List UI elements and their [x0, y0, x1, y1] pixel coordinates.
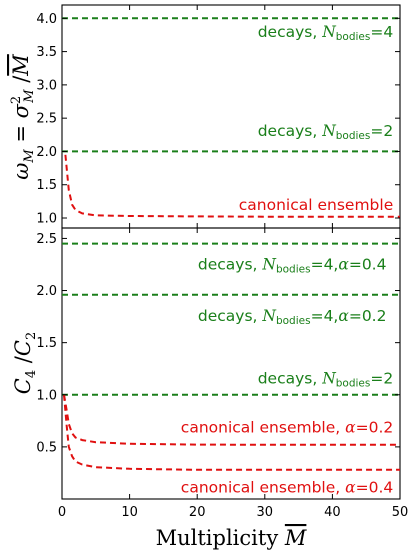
x-axis-title: Multiplicity M: [156, 526, 307, 550]
x-tick-label-3: 30: [257, 505, 274, 520]
bottom-series-line-4: [63, 394, 400, 471]
top-y-tick-label-1: 1.5: [36, 178, 57, 193]
top-y-tick-label-5: 3.5: [36, 45, 57, 60]
bottom-y-tick-label-3: 2.0: [36, 284, 57, 299]
bottom-annotation-4: canonical ensemble, α=0.4: [181, 479, 393, 497]
bottom-y-axis-title: C4 /C2: [11, 332, 39, 394]
top-y-tick-label-2: 2.0: [36, 145, 57, 160]
top-y-tick-label-0: 1.0: [36, 212, 57, 227]
top-annotation-2: canonical ensemble: [239, 196, 393, 214]
top-annotation-0: decays, Nbodies=4: [258, 23, 394, 43]
bottom-y-tick-label-2: 1.5: [36, 336, 57, 351]
bottom-panel-frame: [61, 227, 401, 500]
top-annotation-1: decays, Nbodies=2: [258, 122, 394, 142]
x-tick-label-5: 50: [392, 505, 409, 520]
top-y-tick-label-6: 4.0: [36, 12, 57, 27]
top-series-line-2: [64, 154, 400, 218]
x-tick-label-0: 0: [58, 505, 66, 520]
x-tick-label-1: 10: [121, 505, 138, 520]
bottom-y-tick-label-4: 2.5: [36, 232, 57, 247]
bottom-annotation-0: decays, Nbodies=4,α=0.4: [198, 256, 387, 276]
top-y-tick-label-3: 2.5: [36, 112, 57, 127]
top-y-tick-label-4: 3.0: [36, 78, 57, 93]
top-y-axis-title: ωM = σ2M /M: [9, 54, 37, 180]
bottom-annotation-1: decays, Nbodies=4,α=0.2: [198, 307, 387, 327]
bottom-y-tick-label-0: 0.5: [36, 440, 57, 455]
bottom-y-tick-label-1: 1.0: [36, 388, 57, 403]
bottom-annotation-2: decays, Nbodies=2: [258, 369, 394, 389]
bottom-annotation-3: canonical ensemble, α=0.2: [181, 418, 393, 436]
x-tick-label-2: 20: [189, 505, 206, 520]
x-tick-label-4: 40: [324, 505, 341, 520]
